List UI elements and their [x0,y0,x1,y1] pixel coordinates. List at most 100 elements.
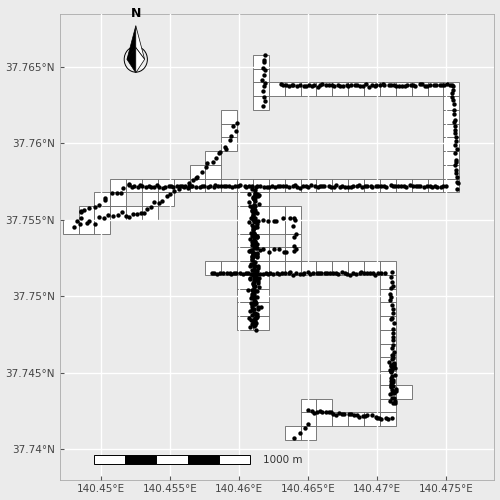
Point [300,269,308,277]
Point [148,204,156,212]
Point [250,262,258,270]
Bar [158,178,174,192]
Point [418,80,426,88]
Point [248,246,256,254]
Point [440,81,448,89]
Point [343,270,351,278]
Point [250,195,258,203]
Bar [444,110,460,124]
Point [246,218,254,226]
Point [310,409,318,417]
Point [247,316,255,324]
Point [248,256,256,264]
Bar [142,178,158,192]
Point [330,184,338,192]
Bar [300,398,316,412]
Point [341,269,349,277]
Point [328,270,336,278]
Bar [156,455,188,464]
Point [92,203,100,211]
Point [178,182,186,190]
Point [316,182,324,190]
Bar [253,220,269,234]
Point [248,320,256,328]
Point [246,235,254,243]
Point [80,206,88,214]
Point [250,290,258,298]
Polygon shape [136,48,144,73]
Point [260,71,268,79]
Bar [237,288,253,302]
Point [388,365,396,373]
Point [250,216,258,224]
Point [253,240,261,248]
Bar [237,178,253,192]
Point [250,237,258,245]
Point [276,182,284,190]
Point [292,269,300,277]
Point [248,266,256,274]
Point [189,176,197,184]
Point [325,82,333,90]
Point [211,181,219,189]
Point [162,182,170,190]
Point [388,360,396,368]
Point [353,412,361,420]
Point [387,382,395,390]
Bar [380,358,396,371]
Point [250,297,258,305]
Bar [348,82,364,96]
Point [336,183,344,191]
Point [254,244,262,252]
Point [249,279,257,287]
Point [214,182,222,190]
Point [388,388,396,396]
Point [247,246,255,254]
Point [390,376,398,384]
Bar [237,261,253,275]
Point [377,182,385,190]
Point [254,217,262,225]
Point [249,194,257,202]
Point [301,424,309,432]
Point [248,290,256,298]
Point [385,81,393,89]
Point [254,192,262,200]
Point [409,182,417,190]
Point [250,274,258,282]
Point [450,86,458,94]
Point [452,162,460,170]
Point [282,80,290,88]
Point [176,182,184,190]
Point [250,266,258,274]
Bar [126,206,142,220]
Point [284,269,292,277]
Point [248,204,256,212]
Point [390,398,398,406]
Point [313,408,321,416]
Point [185,182,193,190]
Point [246,300,254,308]
Bar [158,192,174,206]
Bar [253,55,269,68]
Point [340,82,347,90]
Point [252,293,260,301]
Point [144,205,152,213]
Text: N: N [130,6,141,20]
Point [210,182,218,190]
Bar [237,275,253,288]
Point [450,82,458,90]
Point [250,224,258,232]
Point [236,182,244,190]
Point [298,270,306,278]
Point [253,250,261,258]
Point [252,298,260,306]
Point [376,81,384,89]
Point [290,242,298,250]
Point [259,86,267,94]
Bar [253,234,269,247]
Point [252,272,260,280]
Point [314,82,322,90]
Point [304,406,312,414]
Point [386,361,394,369]
